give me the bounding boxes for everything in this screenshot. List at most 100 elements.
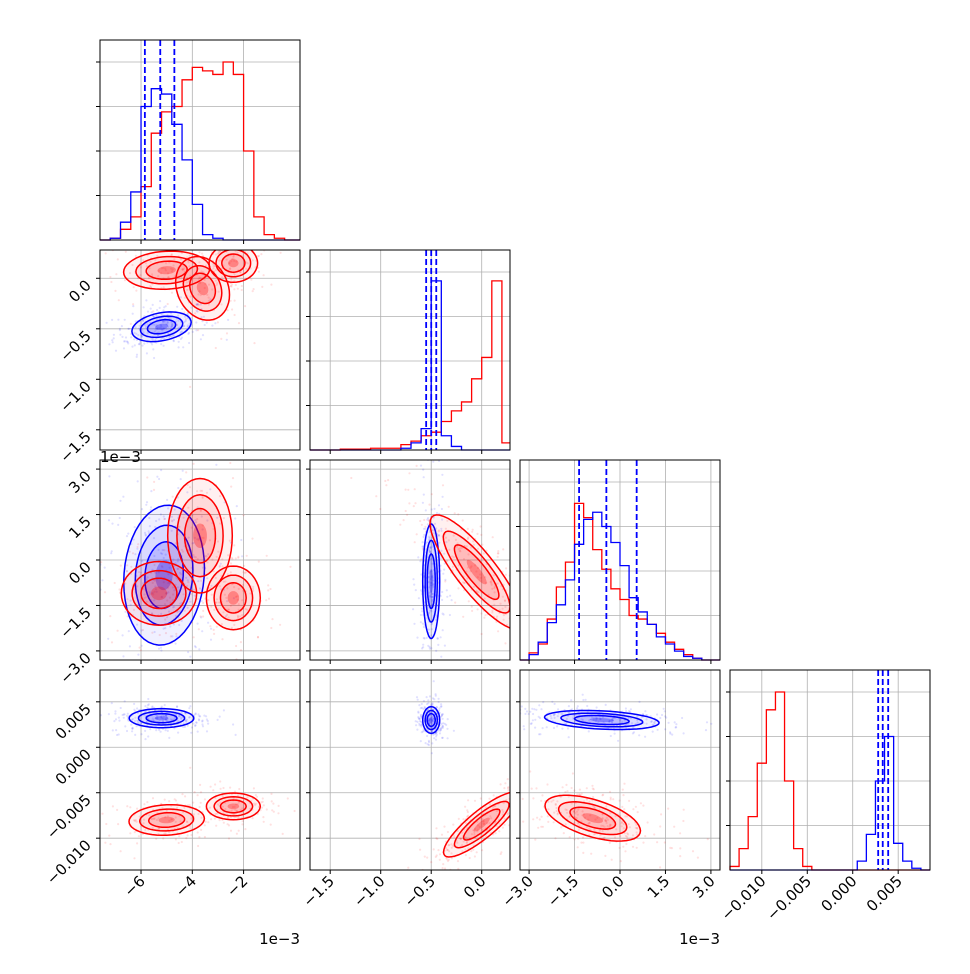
scatter-point: [542, 701, 545, 704]
scatter-point: [592, 718, 595, 721]
scatter-point: [151, 283, 154, 286]
scatter-point: [138, 324, 141, 327]
scatter-point: [427, 519, 430, 522]
scatter-point: [419, 464, 423, 467]
scatter-point: [165, 322, 168, 325]
scatter-point: [469, 546, 473, 549]
scatter-point: [271, 618, 274, 621]
scatter-point: [134, 716, 137, 719]
scatter-point: [427, 743, 430, 747]
scatter-point: [226, 600, 229, 603]
scatter-point: [217, 235, 219, 237]
scatter-point: [214, 253, 217, 256]
scatter-point: [503, 599, 507, 602]
scatter-point: [573, 821, 576, 824]
scatter-point: [209, 625, 212, 628]
scatter-point: [440, 507, 443, 511]
scatter-point: [233, 299, 236, 302]
scatter-point: [136, 842, 139, 845]
scatter-point: [134, 553, 137, 556]
scatter-point: [214, 269, 217, 272]
scatter-point: [560, 826, 563, 829]
scatter-point: [237, 608, 240, 611]
scatter-point: [162, 581, 165, 584]
scatter-point: [132, 303, 135, 306]
scatter-point: [254, 802, 257, 805]
scatter-point: [160, 328, 163, 331]
scatter-point: [143, 803, 146, 806]
scatter-point: [241, 599, 244, 602]
scatter-point: [429, 593, 432, 596]
scatter-point: [174, 642, 177, 645]
scatter-point: [476, 532, 479, 536]
scatter-point: [146, 323, 149, 326]
scatter-point: [437, 709, 441, 712]
scatter-point: [155, 314, 158, 317]
scatter-point: [433, 671, 435, 673]
scatter-point: [143, 710, 146, 714]
scatter-point: [213, 817, 216, 820]
scatter-point: [142, 582, 145, 585]
scatter-point: [150, 219, 152, 221]
scatter-point: [178, 715, 181, 718]
scatter-point: [236, 803, 239, 806]
scatter-point: [207, 299, 210, 302]
scatter-point: [446, 858, 449, 861]
scatter-point: [576, 822, 579, 825]
scatter-point: [141, 560, 144, 563]
scatter-point: [199, 338, 202, 341]
panel-frame: [100, 670, 300, 870]
scatter-point: [428, 717, 431, 720]
scatter-point: [241, 811, 244, 814]
scatter-point: [421, 647, 424, 650]
scatter-point: [428, 721, 431, 724]
scatter-point: [430, 703, 433, 706]
density-contour: [442, 791, 510, 858]
scatter-point: [477, 591, 480, 594]
scatter-point: [212, 628, 215, 632]
scatter-point: [225, 596, 228, 600]
scatter-point: [202, 315, 205, 318]
scatter-point: [566, 811, 569, 814]
scatter-point: [188, 707, 191, 710]
scatter-point: [219, 780, 222, 783]
scatter-point: [435, 706, 438, 709]
scatter-point: [539, 689, 541, 691]
scatter-point: [158, 477, 161, 481]
scatter-point: [123, 700, 126, 703]
scatter-point: [233, 259, 236, 262]
scatter-point: [512, 790, 514, 792]
scatter-point: [215, 598, 219, 601]
scatter-point: [212, 570, 215, 573]
scatter-point: [171, 495, 174, 498]
scatter-point: [201, 719, 204, 722]
scatter-point: [617, 739, 620, 742]
scatter-point: [696, 856, 700, 859]
scatter-point: [584, 698, 587, 701]
scatter-point: [443, 552, 446, 555]
scatter-point: [153, 563, 156, 567]
scatter-point: [124, 610, 127, 613]
scatter-point: [167, 276, 170, 279]
scatter-point: [422, 468, 425, 471]
scatter-point: [419, 723, 423, 727]
scatter-point: [485, 581, 488, 585]
scatter-point: [158, 326, 161, 329]
y-tick-label: 0.0: [65, 558, 95, 588]
scatter-point: [246, 608, 249, 611]
scatter-point: [186, 584, 189, 588]
scatter-point: [229, 829, 233, 832]
scatter-point: [232, 257, 235, 260]
scatter-point: [220, 337, 223, 340]
scatter-point: [472, 585, 476, 588]
panel-2d: [100, 697, 296, 860]
scatter-point: [111, 729, 114, 732]
scatter-point: [199, 234, 201, 236]
scatter-point: [474, 564, 477, 567]
scatter-point: [624, 850, 627, 853]
scatter-point: [468, 856, 471, 860]
scatter-point: [164, 718, 167, 721]
scatter-point: [555, 772, 557, 774]
scatter-point: [107, 637, 110, 640]
scatter-point: [227, 837, 231, 840]
